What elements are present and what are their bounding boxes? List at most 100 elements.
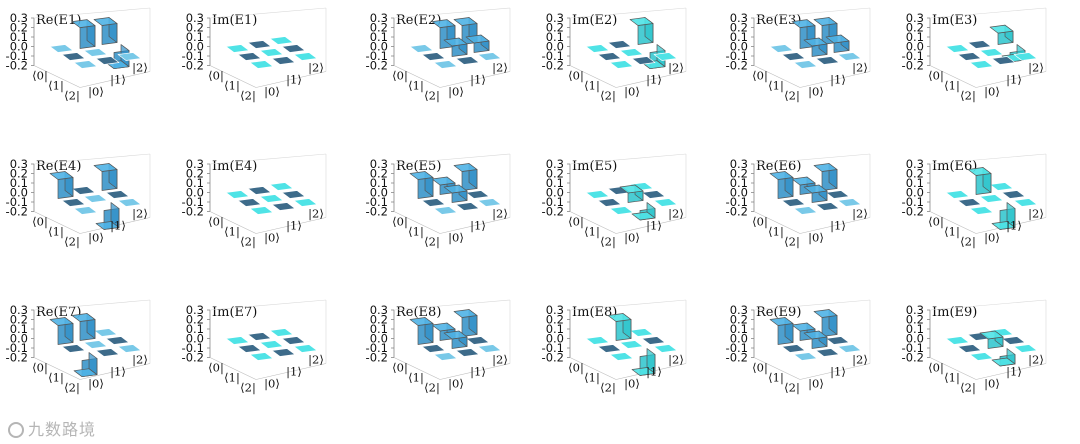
row-tick-label: ⟨0|: [392, 361, 408, 376]
frame-line: [929, 65, 977, 88]
z-tick-label: 0.2: [546, 313, 564, 327]
bar-zero: [1001, 190, 1026, 199]
bar-zero: [793, 206, 818, 215]
chart-title: Re(E3): [756, 13, 801, 28]
col-tick-label: |2⟩: [132, 353, 148, 368]
z-tick-label: 0.2: [370, 167, 388, 181]
col-tick-label: |0⟩: [624, 231, 640, 246]
bar-zero: [61, 198, 86, 207]
z-tick-label: 0.2: [906, 167, 924, 181]
bar-zero: [117, 344, 142, 353]
chart-panel: Re(E4) 0.30.20.10.0-0.1-0.2 ⟨0|⟨1|⟨2| |0⟩ |1…: [6, 153, 151, 250]
z-tick-label: 0.1: [186, 176, 204, 190]
col-tick-label: |0⟩: [624, 85, 640, 100]
row-tick-label: ⟨1|: [48, 225, 64, 240]
bar-zero: [585, 44, 610, 53]
bar-zero: [455, 56, 480, 65]
z-tick-label: -0.1: [902, 195, 924, 209]
col-tick-label: |0⟩: [448, 231, 464, 246]
bar-zero: [61, 344, 86, 353]
z-tick-label: 0.3: [730, 157, 748, 171]
row-tick-label: ⟨1|: [48, 79, 64, 94]
bar-zero: [477, 198, 502, 207]
z-tick-label: 0.3: [186, 303, 204, 317]
bar-zero: [597, 52, 622, 61]
z-tick-label: 0.1: [370, 322, 388, 336]
bar-zero: [619, 48, 644, 57]
z-tick-label: 0.1: [186, 30, 204, 44]
z-tick-label: -0.2: [6, 205, 28, 219]
col-tick-label: |1⟩: [470, 365, 486, 380]
z-tick-label: 0.2: [10, 167, 28, 181]
chart-title: Im(E9): [932, 305, 977, 320]
chart-title: Re(E8): [396, 305, 441, 320]
bar-zero: [73, 60, 98, 69]
bar-zero: [247, 332, 272, 341]
bar-top: [803, 330, 828, 340]
row-tick-label: ⟨0|: [568, 215, 584, 230]
frame-line: [209, 65, 257, 88]
z-tick-label: -0.2: [902, 351, 924, 365]
z-tick-label: -0.2: [6, 59, 28, 73]
col-tick-label: |1⟩: [830, 73, 846, 88]
frame-line: [569, 299, 687, 311]
col-tick-label: |0⟩: [264, 377, 280, 392]
bar-zero: [793, 60, 818, 69]
bar-top: [813, 163, 838, 172]
row-tick-label: ⟨2|: [240, 89, 256, 104]
z-tick-label: 0.2: [906, 313, 924, 327]
bar-zero: [957, 344, 982, 353]
bar-zero: [979, 48, 1004, 57]
z-tick-label: -0.2: [366, 59, 388, 73]
frame-line: [209, 357, 257, 380]
bar-top: [71, 313, 96, 322]
col-tick-label: |0⟩: [984, 377, 1000, 392]
row-tick-label: ⟨1|: [224, 225, 240, 240]
col-tick-label: |1⟩: [286, 365, 302, 380]
bar-top: [991, 221, 1016, 230]
row-tick-label: ⟨1|: [408, 225, 424, 240]
z-tick-label: 0.1: [10, 176, 28, 190]
bar-top: [607, 313, 632, 322]
row-tick-label: ⟨0|: [392, 215, 408, 230]
z-tick-label: -0.1: [366, 195, 388, 209]
bar-zero: [945, 190, 970, 199]
bar-zero: [95, 56, 120, 65]
bar-top: [71, 19, 96, 28]
col-tick-label: |0⟩: [808, 231, 824, 246]
bar-top: [791, 322, 816, 332]
bar-zero: [585, 190, 610, 199]
bar-top: [813, 309, 838, 318]
z-tick-label: 0.1: [906, 30, 924, 44]
z-tick-label: 0.0: [906, 40, 924, 54]
col-tick-label: |0⟩: [448, 85, 464, 100]
bar-top: [813, 17, 838, 26]
col-tick-label: |2⟩: [668, 353, 684, 368]
bar-zero: [957, 198, 982, 207]
row-tick-label: ⟨0|: [208, 69, 224, 84]
z-tick-label: 0.0: [906, 332, 924, 346]
z-tick-label: 0.1: [730, 322, 748, 336]
bar-top: [631, 367, 656, 376]
bar-zero: [641, 190, 666, 199]
row-tick-label: ⟨1|: [408, 79, 424, 94]
bar-zero: [433, 352, 458, 361]
col-tick-label: |2⟩: [132, 61, 148, 76]
frame-line: [255, 71, 327, 88]
frame-line: [615, 71, 687, 88]
row-tick-label: ⟨2|: [784, 89, 800, 104]
bar-zero: [477, 52, 502, 61]
bar-zero: [609, 206, 634, 215]
z-tick-label: -0.2: [726, 351, 748, 365]
col-tick-label: |2⟩: [852, 207, 868, 222]
z-tick-label: 0.3: [546, 303, 564, 317]
bar-zero: [815, 202, 840, 211]
chart-panel: Re(E1) 0.30.20.10.0-0.1-0.2 ⟨0|⟨1|⟨2| |0⟩ |1…: [6, 7, 151, 104]
bar-top: [803, 37, 828, 47]
z-tick-label: -0.1: [726, 341, 748, 355]
z-tick-label: -0.1: [902, 341, 924, 355]
bar-top: [93, 17, 118, 26]
z-tick-label: -0.2: [6, 351, 28, 365]
z-tick-label: 0.3: [10, 157, 28, 171]
col-tick-label: |0⟩: [88, 377, 104, 392]
